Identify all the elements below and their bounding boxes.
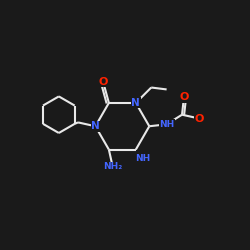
Text: O: O: [195, 114, 204, 124]
Text: NH: NH: [159, 120, 174, 129]
Text: O: O: [179, 92, 189, 102]
Text: N: N: [91, 121, 100, 131]
Text: N: N: [132, 98, 140, 108]
Text: NH₂: NH₂: [103, 162, 122, 172]
Text: O: O: [195, 114, 204, 124]
Text: N: N: [91, 121, 100, 131]
Text: O: O: [179, 92, 189, 102]
Text: O: O: [98, 77, 108, 87]
Text: N: N: [132, 98, 140, 108]
Text: NH: NH: [159, 120, 174, 129]
Text: O: O: [98, 77, 108, 87]
Text: NH₂: NH₂: [103, 162, 122, 172]
Text: NH: NH: [135, 154, 150, 163]
Text: NH: NH: [135, 154, 150, 163]
